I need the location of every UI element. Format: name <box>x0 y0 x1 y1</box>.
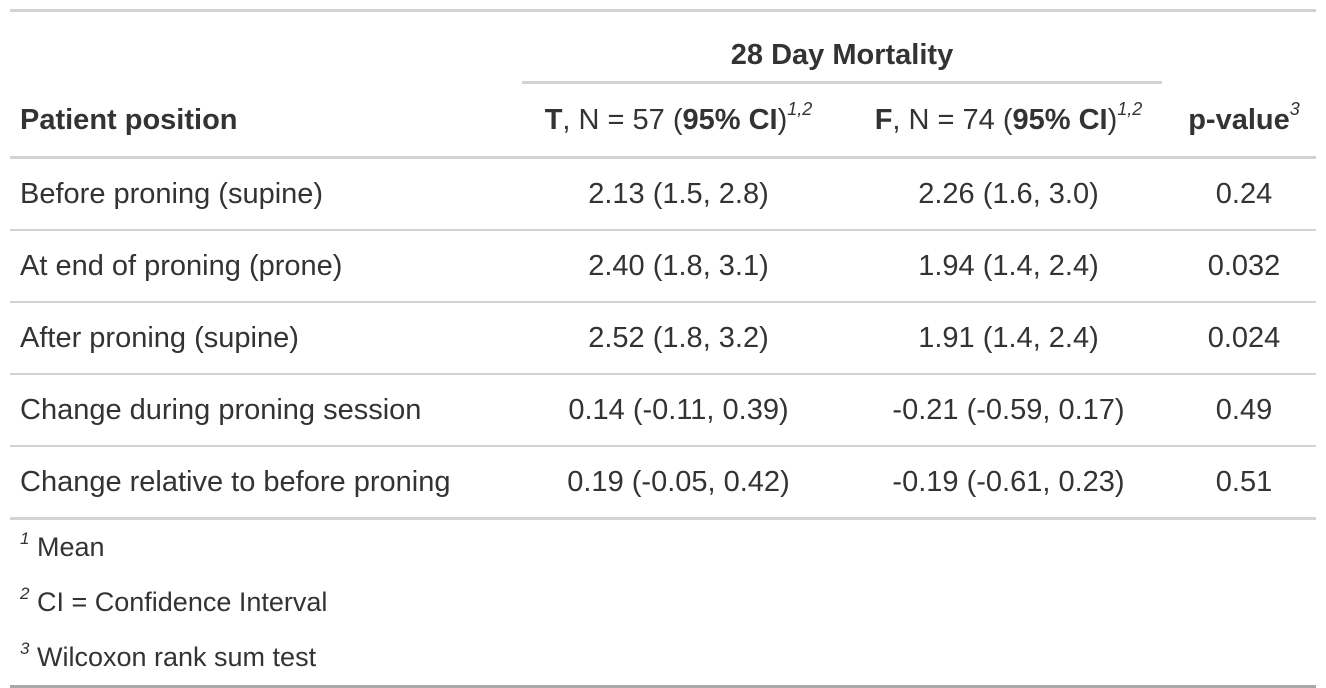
footnote-text: CI = Confidence Interval <box>36 587 328 617</box>
header-t-group-label: T <box>544 103 563 136</box>
cell-p-value: 0.024 <box>1172 301 1316 374</box>
spanner-empty-right <box>1172 11 1316 85</box>
table-row: After proning (supine) 2.52 (1.8, 3.2) 1… <box>10 301 1316 374</box>
cell-f: -0.21 (-0.59, 0.17) <box>845 373 1172 446</box>
header-t-close: ) <box>777 103 788 136</box>
cell-t: 2.13 (1.5, 2.8) <box>588 177 769 210</box>
row-label: Change relative to before proning <box>10 445 512 519</box>
cell-p-value: 0.49 <box>1172 373 1316 446</box>
header-p-footnote-mark: 3 <box>1289 98 1300 119</box>
cell-t: 0.14 (-0.11, 0.39) <box>512 373 845 446</box>
cell-t: 2.52 (1.8, 3.2) <box>512 301 845 374</box>
footnote-text: Wilcoxon rank sum test <box>36 642 317 672</box>
row-label: After proning (supine) <box>10 301 512 374</box>
cell-f: 1.91 (1.4, 2.4) <box>845 301 1172 374</box>
table-row: Change during proning session 0.14 (-0.1… <box>10 373 1316 446</box>
footnote-mark: 2 <box>20 584 30 603</box>
header-f-n-text: , N = 74 ( <box>892 103 1013 136</box>
footnote: 1 Mean <box>10 520 1316 575</box>
footnote: 2 CI = Confidence Interval <box>10 575 1316 630</box>
header-group-t: T, N = 57 (95% CI)1,2 <box>512 84 845 159</box>
cell-f: 2.26 (1.6, 3.0) <box>918 177 1099 210</box>
header-f-ci: 95% CI <box>1012 103 1108 136</box>
header-f-group-label: F <box>874 103 893 136</box>
header-t-footnote-mark: 1,2 <box>787 98 813 119</box>
header-t-n-text: , N = 57 ( <box>562 103 683 136</box>
footnotes-row: 1 Mean 2 CI = Confidence Interval 3 Wilc… <box>10 517 1316 687</box>
footnotes: 1 Mean 2 CI = Confidence Interval 3 Wilc… <box>10 517 1316 687</box>
spanner-empty <box>10 11 512 85</box>
summary-table-container: 28 Day Mortality Patient position T, N =… <box>10 9 1316 688</box>
table-row: Before proning (supine) 2.13 (1.5, 2.8) … <box>10 158 1316 231</box>
header-group-f: F, N = 74 (95% CI)1,2 <box>845 84 1172 159</box>
table-row: At end of proning (prone) 2.40 (1.8, 3.1… <box>10 229 1316 302</box>
header-t-ci: 95% CI <box>682 103 778 136</box>
header-f-footnote-mark: 1,2 <box>1117 98 1143 119</box>
footnote-mark: 3 <box>20 639 30 658</box>
row-label: Change during proning session <box>10 373 512 446</box>
cell-p-value: 0.032 <box>1172 229 1316 302</box>
table-row: Change relative to before proning 0.19 (… <box>10 445 1316 519</box>
cell-t: 0.19 (-0.05, 0.42) <box>512 445 845 519</box>
cell-t: 2.40 (1.8, 3.1) <box>512 229 845 302</box>
header-p-label: p-value <box>1188 103 1290 136</box>
cell-p-value: 0.24 <box>1215 177 1273 210</box>
summary-table: 28 Day Mortality Patient position T, N =… <box>10 9 1316 688</box>
cell-f: 1.94 (1.4, 2.4) <box>845 229 1172 302</box>
spanner-underline <box>522 81 1162 84</box>
header-p-value: p-value3 <box>1172 84 1316 159</box>
row-label: At end of proning (prone) <box>10 229 512 302</box>
column-header-row: Patient position T, N = 57 (95% CI)1,2 F… <box>10 84 1316 159</box>
footnote: 3 Wilcoxon rank sum test <box>10 630 1316 685</box>
cell-p-value: 0.51 <box>1172 445 1316 519</box>
cell-f: -0.19 (-0.61, 0.23) <box>845 445 1172 519</box>
footnote-mark: 1 <box>20 529 30 548</box>
header-f-close: ) <box>1107 103 1118 136</box>
spanner-row: 28 Day Mortality <box>10 11 1316 85</box>
spanner-header: 28 Day Mortality <box>512 11 1172 84</box>
header-patient-position: Patient position <box>10 84 512 159</box>
footnote-text: Mean <box>36 532 105 562</box>
row-label: Before proning (supine) <box>20 177 324 210</box>
spanner-label: 28 Day Mortality <box>730 39 954 71</box>
